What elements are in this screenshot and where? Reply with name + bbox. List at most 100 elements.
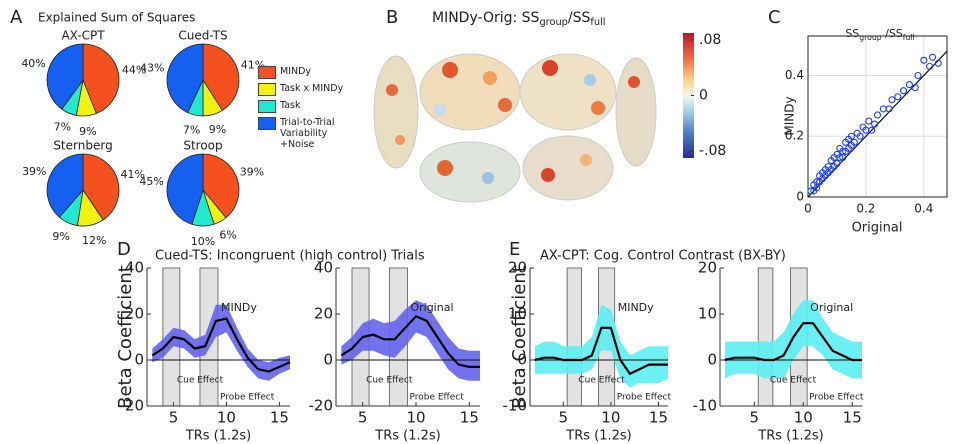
point: [888, 96, 896, 104]
subplot-label: MINDy: [618, 301, 654, 314]
x-axis-label: TRs (1.2s): [374, 429, 440, 444]
x-tick-label: 5: [169, 409, 179, 427]
y-tick-label: -10: [503, 397, 528, 415]
x-tick-label: 15: [460, 409, 479, 427]
x-tick-label: 10: [406, 409, 425, 427]
point: [911, 84, 919, 92]
point: [856, 132, 864, 140]
slice-label: 10%: [191, 235, 215, 248]
y-tick-label: 40: [314, 259, 333, 277]
x-tick-label: 0: [804, 202, 812, 216]
point: [914, 71, 922, 80]
point: [833, 160, 841, 168]
slice-label: 45%: [139, 175, 163, 188]
pie-slice: [166, 153, 204, 225]
pie-slice: [82, 43, 120, 114]
point: [850, 138, 858, 146]
legend-label: MINDy: [280, 66, 312, 77]
point: [926, 62, 934, 70]
x-tick-label: 5: [358, 409, 368, 427]
y-tick-label: 0: [323, 351, 333, 369]
y-tick-label: 0: [517, 351, 527, 369]
title-part: group: [539, 17, 567, 28]
slice-label: 39%: [22, 165, 46, 178]
y-tick-label: 0.2: [785, 129, 804, 143]
y-tick-label: -20: [120, 397, 145, 415]
x-axis-label: Original: [852, 221, 903, 236]
slice-label: 7%: [54, 121, 71, 134]
slice-label: 44%: [122, 63, 146, 76]
panel-label: D: [117, 239, 131, 260]
panel-label: E: [509, 239, 520, 260]
y-axis-label: MINDy: [783, 96, 797, 135]
point: [894, 93, 902, 101]
event-label: Probe Effect: [220, 393, 275, 403]
x-tick-label: 15: [270, 409, 289, 427]
pie-slice: [202, 153, 240, 219]
title-part: group: [859, 33, 881, 42]
point: [871, 120, 879, 128]
colorbar: [683, 33, 694, 158]
slice-label: 40%: [21, 57, 45, 70]
point: [900, 87, 908, 95]
x-axis-label: TRs (1.2s): [757, 429, 823, 444]
y-axis-label: Beta Coefficient: [509, 265, 530, 409]
y-tick-label: -10: [693, 397, 718, 415]
mean-line: [724, 322, 862, 362]
point: [905, 81, 913, 89]
y-tick-label: 0: [134, 351, 144, 369]
confidence-band: [152, 304, 290, 381]
point: [865, 117, 873, 125]
x-tick-label: 15: [843, 409, 862, 427]
slice-label: 6%: [219, 229, 236, 242]
y-tick-label: 40: [125, 259, 144, 277]
point: [839, 147, 847, 155]
point: [836, 153, 844, 162]
event-label: Cue Effect: [177, 376, 224, 386]
legend-item: MINDy: [258, 66, 368, 79]
slice-label: 9%: [209, 123, 226, 136]
point: [847, 132, 855, 140]
chart-title: Cued-TS: Incongruent (high control) Tria…: [155, 249, 425, 264]
legend-label: Task: [280, 100, 301, 111]
point: [928, 53, 937, 61]
confidence-band: [534, 304, 668, 388]
slice-label: 41%: [121, 168, 145, 181]
title-part: /SS: [568, 10, 591, 26]
legend-label: Task x MINDy: [280, 83, 344, 94]
x-axis-label: TRs (1.2s): [565, 429, 631, 444]
y-tick-label: 20: [698, 259, 717, 277]
y-tick-label: 10: [698, 305, 717, 323]
x-tick-label: 5: [750, 409, 760, 427]
panel-label: B: [386, 7, 398, 28]
confidence-band: [341, 300, 480, 381]
colorbar-tick-label: 0: [699, 88, 708, 104]
pie-slice: [82, 153, 120, 221]
colorbar-tick-label: -.08: [699, 143, 726, 159]
event-label: Cue Effect: [578, 376, 625, 386]
title-part: SS: [845, 27, 859, 40]
panel-label: C: [768, 7, 781, 28]
legend-item: Trial-to-Trial Variability +Noise: [258, 117, 368, 150]
title-part: MINDy-Orig: SS: [432, 10, 540, 26]
slice-label: 9%: [52, 230, 69, 243]
y-tick-label: 20: [125, 305, 144, 323]
x-tick-label: 0.2: [856, 202, 875, 216]
y-tick-label: 20: [314, 305, 333, 323]
pie-title: Cued-TS: [178, 29, 227, 43]
slice-label: 9%: [79, 125, 96, 138]
x-tick-label: 15: [649, 409, 668, 427]
title-part: /SS: [882, 27, 903, 40]
mean-line: [151, 317, 291, 373]
point: [920, 56, 928, 64]
title-part: full: [590, 17, 605, 28]
legend-label: Trial-to-Trial Variability +Noise: [280, 117, 335, 150]
chart-title: SSgroup /SSfull: [845, 27, 914, 42]
pie-title: Sternberg: [53, 139, 112, 153]
x-tick-label: 10: [601, 409, 620, 427]
slice-label: 7%: [183, 124, 200, 137]
subplot-label: MINDy: [221, 301, 257, 314]
legend-item: Task: [258, 100, 368, 113]
